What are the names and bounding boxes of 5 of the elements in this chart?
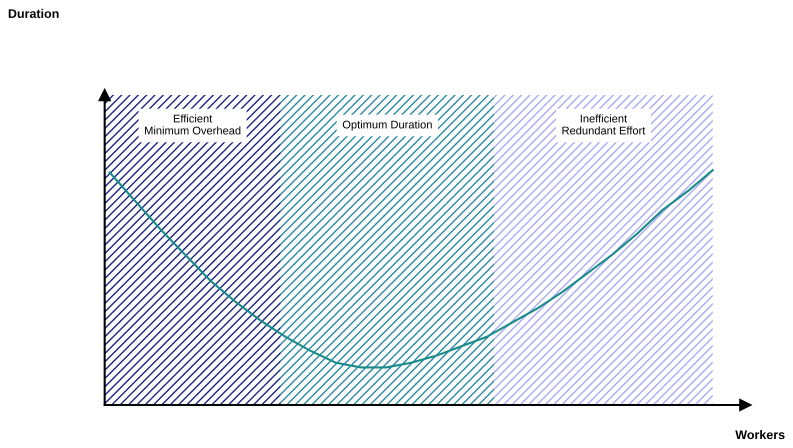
text: Efficient Minimum Overhead <box>145 114 240 134</box>
text: Optimum Duration <box>342 120 432 131</box>
x-axis-title: Workers <box>735 430 785 440</box>
text: Inefficient Redundant Effort <box>562 114 646 134</box>
text: Duration <box>8 8 59 18</box>
